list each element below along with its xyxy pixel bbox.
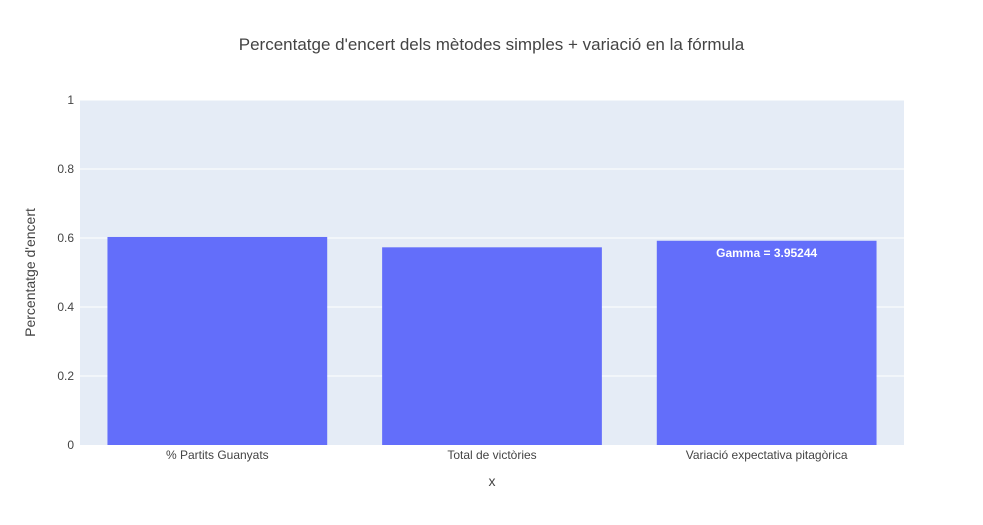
bar (656, 240, 877, 445)
data-labels: Gamma = 3.95244 (716, 246, 817, 260)
x-tick-label: Total de victòries (447, 448, 536, 462)
bars (107, 236, 877, 445)
y-tick-label: 0 (67, 438, 74, 452)
x-tick-labels: % Partits Guanyats Total de victòries Vari… (166, 448, 848, 462)
y-axis-title: Percentatge d'encert (22, 208, 38, 337)
x-tick-label: Variació expectativa pitagòrica (686, 448, 848, 462)
x-tick-label: % Partits Guanyats (166, 448, 269, 462)
y-tick-label: 0.2 (57, 369, 74, 383)
data-label: Gamma = 3.95244 (716, 246, 817, 260)
y-tick-labels: 0 0.2 0.4 0.6 0.8 1 (57, 93, 74, 452)
y-tick-label: 0.8 (57, 162, 74, 176)
y-tick-label: 0.4 (57, 300, 74, 314)
chart-title: Percentatge d'encert dels mètodes simple… (239, 35, 745, 54)
bar (382, 247, 602, 445)
x-axis-title: x (489, 473, 496, 489)
bar (107, 236, 328, 445)
y-tick-label: 0.6 (57, 231, 74, 245)
y-tick-label: 1 (67, 93, 74, 107)
